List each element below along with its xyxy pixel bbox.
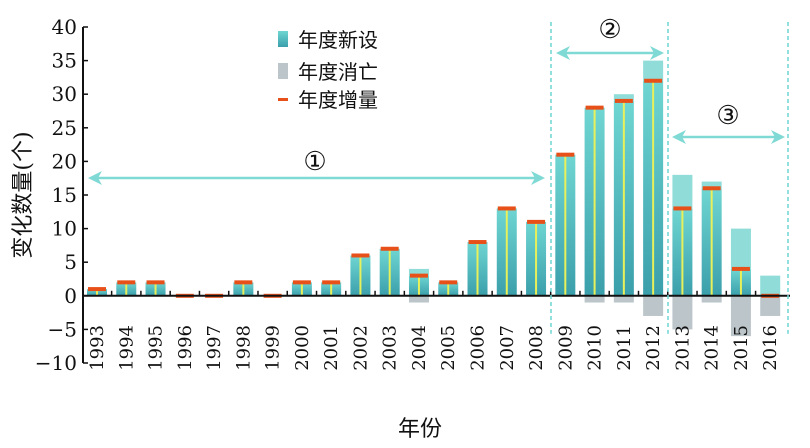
bar-demise — [613, 295, 634, 303]
y-tick-label: 30 — [52, 82, 77, 106]
y-tick-label: 40 — [52, 15, 77, 39]
x-tick-label: 2016 — [760, 325, 781, 371]
increment-marker — [644, 78, 663, 83]
y-axis-label: 变化数量(个) — [11, 131, 36, 258]
increment-marker — [146, 280, 165, 285]
increment-marker — [731, 266, 750, 271]
bar-new-top — [730, 228, 751, 269]
arrow-head-right — [650, 46, 664, 60]
arrow-head-right — [531, 171, 545, 185]
arrow-head-left — [88, 171, 102, 185]
x-tick-label: 2002 — [350, 325, 371, 371]
bar-demise — [701, 295, 722, 303]
x-tick-label: 2008 — [526, 325, 547, 371]
increment-marker — [468, 240, 487, 245]
legend-swatch-demise — [278, 63, 288, 79]
x-tick-label: 2010 — [585, 325, 606, 371]
bar-demise — [643, 295, 664, 316]
increment-marker — [292, 280, 311, 285]
increment-marker — [409, 273, 428, 278]
legend-label: 年度消亡 — [298, 60, 378, 84]
x-tick-label: 2009 — [555, 325, 576, 371]
period-label: ② — [598, 15, 621, 45]
x-tick-label: 2011 — [614, 325, 635, 371]
arrow-head-right — [771, 130, 785, 144]
increment-marker — [585, 105, 604, 110]
x-tick-label: 2000 — [292, 325, 313, 371]
increment-marker — [497, 206, 516, 211]
legend-swatch-new — [278, 31, 288, 47]
increment-marker — [234, 280, 253, 285]
x-tick-label: 2012 — [643, 325, 664, 371]
x-tick-label: 2013 — [672, 325, 693, 371]
bar-demise — [730, 295, 751, 337]
x-tick-label: 1993 — [87, 325, 108, 371]
x-tick-label: 2004 — [409, 325, 430, 371]
y-tick-label: 35 — [52, 49, 77, 73]
period-label: ③ — [716, 101, 739, 131]
bar-demise — [408, 295, 429, 303]
x-tick-label: 2003 — [380, 325, 401, 371]
y-tick-label: 20 — [52, 149, 77, 173]
bar-new-top — [408, 268, 429, 276]
bar-demise — [672, 295, 693, 330]
y-tick-label: 15 — [52, 183, 77, 207]
increment-marker — [527, 219, 546, 224]
increment-marker — [556, 152, 575, 157]
x-axis-label: 年份 — [398, 417, 442, 442]
x-tick-label: 1997 — [204, 325, 225, 371]
bar-new-top — [613, 94, 634, 101]
legend-label: 年度增量 — [298, 88, 378, 112]
x-tick-label: 1998 — [233, 325, 254, 371]
increment-marker — [88, 287, 106, 292]
period-label: ① — [303, 147, 326, 177]
increment-marker — [380, 246, 399, 251]
x-tick-label: 2005 — [438, 325, 459, 371]
x-tick-label: 2001 — [321, 325, 342, 371]
increment-marker — [117, 280, 136, 285]
arrow-head-left — [556, 46, 570, 60]
x-tick-label: 2014 — [702, 325, 723, 371]
x-tick-label: 1999 — [263, 325, 284, 371]
y-tick-label: −5 — [48, 317, 77, 341]
legend-label: 年度新设 — [298, 28, 378, 52]
increment-marker — [614, 98, 633, 103]
x-tick-label: 1996 — [175, 325, 196, 371]
y-tick-label: −10 — [35, 351, 77, 375]
legend-swatch-increment — [278, 98, 288, 101]
y-tick-label: 25 — [52, 116, 77, 140]
bar-demise — [760, 295, 781, 316]
increment-marker — [673, 206, 692, 211]
x-tick-label: 1994 — [116, 325, 137, 371]
arrow-head-left — [672, 130, 686, 144]
bar-new-top — [643, 60, 664, 81]
x-tick-label: 1995 — [146, 325, 167, 371]
y-tick-label: 10 — [52, 217, 77, 241]
increment-marker — [351, 253, 370, 258]
increment-marker — [702, 186, 721, 191]
increment-marker — [439, 280, 458, 285]
increment-marker — [322, 280, 341, 285]
bar-new-top — [672, 174, 693, 209]
y-tick-label: 0 — [64, 284, 77, 308]
bar-new-top — [701, 181, 722, 189]
x-tick-label: 2007 — [497, 325, 518, 371]
x-tick-label: 2006 — [468, 325, 489, 371]
y-tick-label: 5 — [64, 250, 77, 274]
x-tick-label: 2015 — [731, 325, 752, 371]
bar-new-top — [760, 275, 781, 296]
bar-demise — [584, 295, 605, 303]
